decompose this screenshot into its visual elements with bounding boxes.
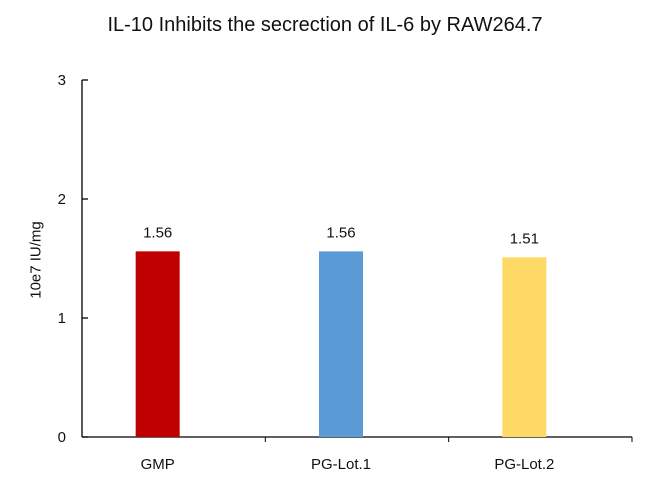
bars bbox=[135, 251, 547, 437]
data-label: 1.56 bbox=[143, 224, 172, 241]
x-tick-label: GMP bbox=[141, 456, 175, 473]
bar-pg-lot-2 bbox=[502, 257, 547, 437]
data-label: 1.51 bbox=[510, 230, 539, 247]
bar-pg-lot-1 bbox=[319, 251, 363, 437]
x-tick-label: PG-Lot.1 bbox=[311, 456, 371, 473]
y-tick-label: 1 bbox=[58, 310, 66, 327]
y-tick-label: 0 bbox=[58, 429, 66, 446]
x-tick-label: PG-Lot.2 bbox=[494, 456, 554, 473]
y-tick-label: 3 bbox=[58, 72, 66, 89]
chart-title: IL-10 Inhibits the secrection of IL-6 by… bbox=[107, 14, 543, 36]
data-label: 1.56 bbox=[326, 224, 355, 241]
bar-gmp bbox=[135, 251, 180, 437]
data-labels: 1.56 GMP 1.56 PG-Lot.1 1.51 PG-Lot.2 bbox=[141, 224, 555, 473]
y-tick-label: 2 bbox=[58, 191, 66, 208]
